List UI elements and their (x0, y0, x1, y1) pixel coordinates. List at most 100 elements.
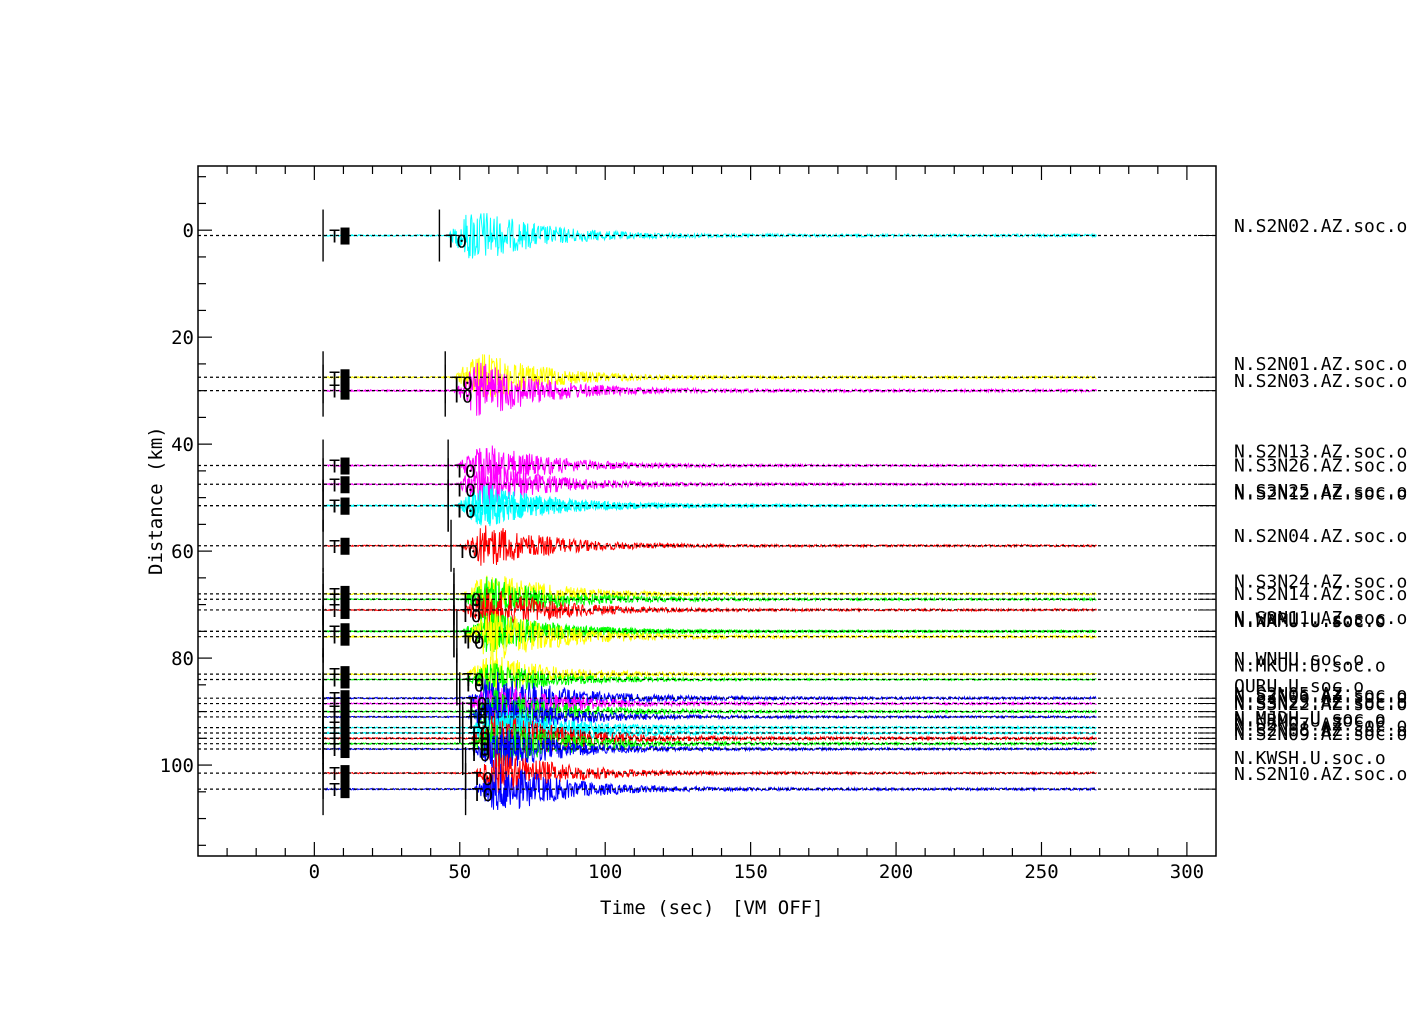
y-axis-title: Distance (km) (145, 426, 167, 575)
station-label: N.S2N07.AZ.soc.o (1234, 714, 1407, 735)
waveform-trace (322, 713, 1097, 763)
t1-pick-block (340, 369, 350, 387)
station-label: N.S3N23.AZ.soc.o (1234, 692, 1407, 713)
station-label: N.S2N01.AZ.soc.o (1234, 354, 1407, 375)
station-label: N.NRMU.U.soc.o (1234, 711, 1386, 732)
t0-label: T0 (463, 633, 485, 654)
t0-label: T0 (451, 373, 473, 394)
y-tick-label: 20 (171, 327, 194, 349)
station-label: N.S2N09.AZ.soc.o (1234, 724, 1407, 745)
y-tick-label: 40 (171, 434, 194, 456)
t1-pick-block (340, 476, 350, 494)
t1-pick-block (340, 497, 350, 515)
t0-label: T0 (469, 740, 491, 761)
station-label: N.S3N24.AZ.soc.o (1234, 572, 1407, 593)
station-label: N.WNRU.U.soc.o (1234, 610, 1386, 631)
station-label: N.WNHU.soc.o (1234, 649, 1364, 670)
t1-pick-block (340, 741, 350, 759)
t1-label: T1 (329, 670, 351, 691)
t1-label: T1 (329, 475, 351, 496)
station-label: N.S2N10.AZ.soc.o (1234, 764, 1407, 785)
station-label: N.S2N03.AZ.soc.o (1234, 371, 1407, 392)
station-label: N.S2N08.AZ.soc.o (1234, 720, 1407, 741)
t0-label: T0 (460, 595, 482, 616)
t1-pick-block (340, 227, 350, 245)
t1-pick-block (340, 457, 350, 475)
station-label: N.S2N06.AZ.soc.o (1234, 687, 1407, 708)
x-tick-label: 300 (1170, 861, 1204, 883)
t1-pick-block (340, 591, 350, 609)
t0-label: T0 (454, 462, 476, 483)
t1-label: T1 (329, 764, 351, 785)
t0-label: T0 (463, 675, 485, 696)
waveform-trace (322, 686, 1097, 726)
phase-markers: T1 T0 T1 T0 T1 T0 T1 T0 T1 T0 T1 T0 T1 T0 T1 T0 T1 T0 T1 T0… (322, 209, 494, 816)
waveform-trace (322, 213, 1097, 259)
vm-status: [VM OFF] (732, 897, 824, 919)
t0-label: T0 (472, 785, 494, 806)
t0-label: T0 (469, 745, 491, 766)
t0-label: T0 (454, 502, 476, 523)
t1-label: T1 (329, 740, 351, 761)
t0-label: T0 (463, 670, 485, 691)
t1-pick-block (340, 781, 350, 799)
t1-pick-block (340, 671, 350, 689)
t0-label: T0 (469, 729, 491, 750)
t1-label: T1 (329, 628, 351, 649)
t1-label: T1 (329, 382, 351, 403)
station-label: N.NAMU.U.soc.o (1234, 611, 1386, 632)
t0-label: T0 (460, 627, 482, 648)
station-label: N.S3N22.AZ.soc.o (1234, 694, 1407, 715)
t0-label: T0 (454, 502, 476, 523)
waveform-trace (322, 723, 1097, 767)
station-label: N.MKUH.U.soc.o (1234, 656, 1386, 677)
x-tick-label: 200 (879, 861, 913, 883)
t1-label: T1 (329, 601, 351, 622)
t1-pick-block (340, 382, 350, 400)
t1-pick-block (340, 708, 350, 726)
t0-label: T0 (460, 627, 482, 648)
x-tick-label: 250 (1024, 861, 1058, 883)
t0-label: T0 (445, 232, 467, 253)
waveform-trace (322, 612, 1097, 652)
t1-label: T1 (329, 457, 351, 478)
y-tick-label: 100 (160, 755, 194, 777)
t0-label: T0 (466, 700, 488, 721)
waveform-trace (322, 689, 1097, 732)
waveform-trace (322, 487, 1097, 527)
station-label: N.S2N05.AZ.soc.o (1234, 684, 1407, 705)
station-label: N.MJDH.U.soc.o (1234, 708, 1386, 729)
station-label: N.S2N14.AZ.soc.o (1234, 584, 1407, 605)
t0-label: T0 (466, 694, 488, 715)
station-label: N.S3N26.AZ.soc.o (1234, 455, 1407, 476)
t0-label: T0 (466, 713, 488, 734)
t0-label: T0 (472, 769, 494, 790)
t1-pick-block (340, 601, 350, 619)
station-label: N.S2N02.AZ.soc.o (1234, 216, 1407, 237)
station-label: N.S3N25.AZ.soc.o (1234, 481, 1407, 502)
t0-label: T0 (466, 708, 488, 729)
t1-label: T1 (329, 780, 351, 801)
waveform-trace (322, 445, 1097, 488)
axes: 0 50 100 150 200 250 300 0 20 40 60 80 100 (160, 165, 1217, 883)
t0-label: T0 (454, 480, 476, 501)
x-tick-label: 100 (588, 861, 622, 883)
waveform-trace (322, 575, 1097, 614)
t1-label: T1 (329, 227, 351, 248)
station-label: N.S2N11.AZ.soc.o (1234, 608, 1407, 629)
station-label: N.S2N04.AZ.soc.o (1234, 526, 1407, 547)
waveform-traces (322, 213, 1097, 811)
t1-pick-block (340, 628, 350, 646)
x-tick-label: 150 (733, 861, 767, 883)
t0-label: T0 (469, 734, 491, 755)
y-tick-label: 60 (171, 541, 194, 563)
x-tick-label: 50 (448, 861, 471, 883)
station-label: N.KWSH.U.soc.o (1234, 748, 1386, 769)
distance-reference-lines (198, 234, 1216, 790)
waveform-trace (322, 654, 1097, 693)
station-label: N.S2N12.AZ.soc.o (1234, 483, 1407, 504)
x-tick-label: 0 (309, 861, 320, 883)
t0-label: T0 (460, 590, 482, 611)
y-tick-label: 80 (171, 648, 194, 670)
